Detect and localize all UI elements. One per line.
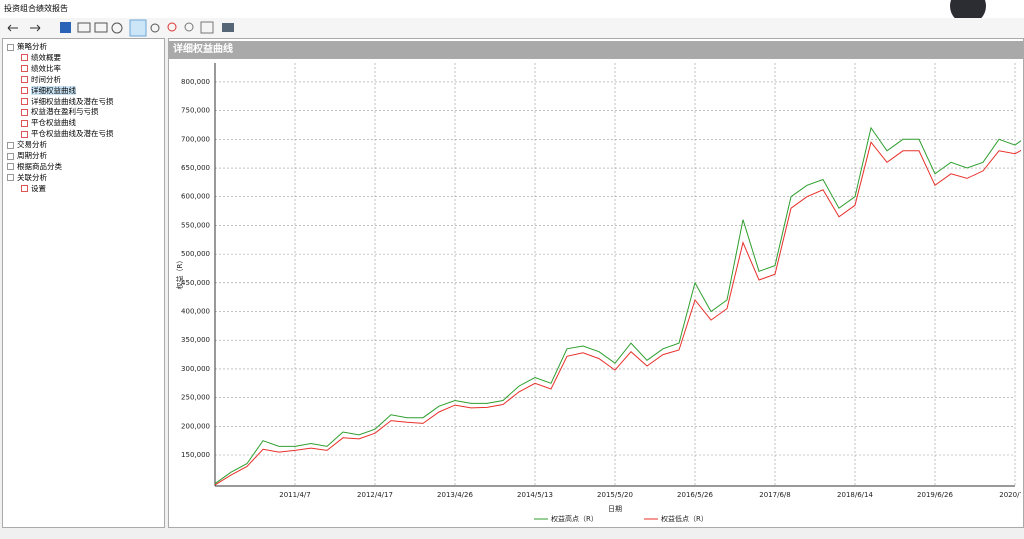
save-button[interactable] bbox=[60, 22, 71, 33]
legend-label: 权益高点（R） bbox=[551, 514, 598, 523]
zoom-out[interactable] bbox=[184, 22, 194, 32]
node-icon bbox=[21, 185, 28, 193]
tree-item[interactable]: 详细权益曲线 bbox=[21, 85, 76, 96]
node-icon bbox=[21, 119, 28, 127]
x-tick-label: 2016/5/26 bbox=[677, 491, 713, 499]
nav-forward[interactable] bbox=[30, 24, 41, 32]
tree-item[interactable]: 交易分析 bbox=[7, 139, 47, 150]
x-tick-label: 2011/4/7 bbox=[279, 491, 310, 499]
settings-button[interactable] bbox=[111, 22, 123, 34]
tree-item[interactable]: 根据商品分类 bbox=[7, 161, 62, 172]
fit-button[interactable] bbox=[200, 21, 214, 34]
toolbar bbox=[0, 18, 1024, 38]
tree-label: 详细权益曲线及潜在亏损 bbox=[31, 96, 114, 106]
x-tick-label: 2020/7/7 bbox=[999, 491, 1021, 499]
node-icon bbox=[21, 76, 28, 84]
y-tick-label: 550,000 bbox=[181, 221, 210, 229]
y-tick-label: 200,000 bbox=[181, 422, 210, 430]
series-line bbox=[214, 141, 1021, 486]
tree-label: 设置 bbox=[31, 183, 46, 193]
node-icon bbox=[21, 87, 28, 95]
tree-item[interactable]: 绩效概要 bbox=[21, 52, 61, 63]
tree-label: 关联分析 bbox=[17, 172, 47, 182]
tree-label: 平仓权益曲线及潜在亏损 bbox=[31, 129, 114, 139]
tree-item[interactable]: 时间分析 bbox=[21, 74, 61, 85]
tree-label: 策略分析 bbox=[17, 42, 47, 51]
tree-label: 交易分析 bbox=[17, 140, 47, 150]
tree-label: 根据商品分类 bbox=[17, 161, 62, 171]
tree-label: 绩效比率 bbox=[31, 63, 61, 73]
nav-back[interactable] bbox=[7, 24, 18, 32]
node-icon bbox=[21, 130, 28, 138]
tree-label: 平仓权益曲线 bbox=[31, 118, 76, 128]
y-tick-label: 300,000 bbox=[181, 365, 210, 373]
tree-item[interactable]: 详细权益曲线及潜在亏损 bbox=[21, 96, 114, 107]
y-tick-label: 800,000 bbox=[181, 78, 210, 86]
node-icon bbox=[21, 54, 28, 62]
y-tick-label: 700,000 bbox=[181, 135, 210, 143]
x-tick-label: 2014/5/13 bbox=[517, 491, 553, 499]
select-tool[interactable] bbox=[129, 19, 147, 37]
zoom-in[interactable] bbox=[167, 22, 177, 32]
tree-label: 周期分析 bbox=[17, 151, 47, 160]
tree-item[interactable]: 权益潜在盈利与亏损 bbox=[21, 106, 99, 117]
pan-tool[interactable] bbox=[150, 23, 160, 33]
print-button[interactable] bbox=[94, 22, 108, 33]
tree-label: 绩效概要 bbox=[31, 52, 61, 62]
x-axis-title: 日期 bbox=[608, 505, 622, 513]
tree-item[interactable]: 平仓权益曲线及潜在亏损 bbox=[21, 128, 114, 139]
x-tick-label: 2015/5/20 bbox=[597, 491, 633, 499]
chart-panel: 详细权益曲线 权益（R） 日期 150,000 200,000 250,000 300… bbox=[168, 38, 1024, 528]
tree-item[interactable]: 绩效比率 bbox=[21, 63, 61, 74]
expander bbox=[7, 152, 14, 160]
tree-item[interactable]: 设置 bbox=[21, 183, 46, 194]
tree-label: 权益潜在盈利与亏损 bbox=[31, 107, 99, 117]
y-tick-label: 650,000 bbox=[181, 164, 210, 172]
tree-view: 策略分析 绩效概要 绩效比率 时间分析 详细权益曲线 详细权益曲线及潜在亏损 权益潜在盈利与… bbox=[2, 38, 165, 528]
x-tick-label: 2017/6/8 bbox=[759, 491, 790, 499]
node-icon bbox=[21, 65, 28, 73]
x-tick-label: 2018/6/14 bbox=[837, 491, 873, 499]
y-tick-label: 150,000 bbox=[181, 451, 210, 459]
expander bbox=[7, 163, 14, 171]
y-tick-label: 250,000 bbox=[181, 394, 210, 402]
tree-item[interactable]: 策略分析 bbox=[7, 41, 47, 52]
series-line bbox=[214, 126, 1021, 485]
tree-item[interactable]: 周期分析 bbox=[7, 150, 47, 161]
chart-button[interactable] bbox=[222, 23, 234, 32]
y-axis-title: 权益（R） bbox=[175, 257, 184, 290]
x-tick-label: 2012/4/17 bbox=[357, 491, 393, 499]
expander bbox=[7, 174, 14, 182]
y-tick-label: 450,000 bbox=[181, 279, 210, 287]
tree-item[interactable]: 平仓权益曲线 bbox=[21, 117, 76, 128]
chart: 权益（R） 日期 150,000 200,000 250,000 300,000 350… bbox=[175, 63, 1021, 523]
node-icon bbox=[21, 108, 28, 116]
tree-item[interactable]: 关联分析 bbox=[7, 172, 47, 183]
y-tick-label: 500,000 bbox=[181, 250, 210, 258]
y-tick-label: 400,000 bbox=[181, 308, 210, 316]
tree-label: 时间分析 bbox=[31, 74, 61, 84]
node-icon bbox=[21, 98, 28, 105]
panel-title: 详细权益曲线 bbox=[169, 41, 1023, 59]
y-tick-label: 350,000 bbox=[181, 336, 210, 344]
tree-label: 详细权益曲线 bbox=[31, 85, 76, 95]
legend-label: 权益低点（R） bbox=[661, 514, 708, 523]
x-tick-label: 2013/4/26 bbox=[437, 491, 473, 499]
y-tick-label: 600,000 bbox=[181, 193, 210, 201]
expander bbox=[7, 141, 14, 149]
y-tick-label: 750,000 bbox=[181, 107, 210, 115]
expander bbox=[7, 43, 14, 51]
window-title: 投资组合绩效报告 bbox=[0, 0, 1024, 18]
x-tick-label: 2019/6/26 bbox=[917, 491, 953, 499]
copy-button[interactable] bbox=[77, 22, 91, 33]
